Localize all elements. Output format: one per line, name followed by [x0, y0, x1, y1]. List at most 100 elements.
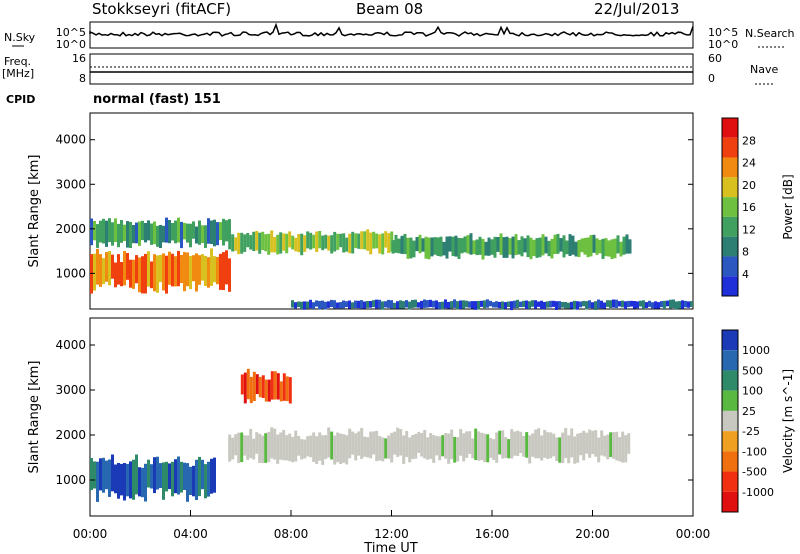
- cell: [264, 379, 268, 402]
- cell: [528, 301, 531, 309]
- cell: [333, 231, 337, 252]
- time-axis: 00:00 04:00 08:00 12:00 16:00 20:00 00:00: [73, 510, 710, 541]
- cell: [249, 235, 253, 250]
- cell: [595, 238, 599, 255]
- cell: [144, 463, 147, 502]
- cell: [487, 237, 491, 256]
- cell: [366, 229, 370, 251]
- cell: [321, 435, 325, 465]
- cell: [546, 301, 549, 308]
- cell: [400, 235, 404, 254]
- cell: [420, 300, 423, 309]
- cell: [615, 431, 619, 461]
- cell: [495, 432, 499, 463]
- cell: [354, 433, 358, 461]
- cell: [264, 234, 268, 252]
- cell: [180, 255, 183, 284]
- cell: [318, 300, 321, 310]
- cell: [255, 374, 259, 395]
- cell: [600, 300, 603, 309]
- freq-tick-16: 16: [72, 52, 86, 65]
- cell: [471, 301, 474, 309]
- cell: [225, 220, 228, 242]
- colorbar-tick: 16: [742, 201, 756, 214]
- cell: [618, 301, 621, 307]
- cell: [469, 233, 473, 255]
- cell: [285, 233, 289, 254]
- cell: [369, 232, 373, 255]
- cell: [576, 301, 579, 310]
- cell: [684, 300, 687, 308]
- cell: [477, 300, 480, 310]
- cell: [600, 430, 604, 456]
- cell: [306, 301, 309, 309]
- cell: [448, 236, 452, 252]
- cell: [327, 427, 331, 458]
- cell: [669, 299, 672, 309]
- cell: [192, 465, 195, 497]
- cell: [321, 235, 325, 251]
- cell: [405, 431, 409, 457]
- cell: [300, 233, 304, 256]
- cell: [258, 433, 262, 463]
- colorbar-tick: 8: [742, 246, 749, 259]
- cell: [552, 300, 555, 307]
- cell: [210, 458, 213, 494]
- cell: [237, 432, 241, 464]
- cell: [228, 219, 231, 241]
- cell: [592, 234, 596, 253]
- ytick-label: 3000: [55, 177, 86, 191]
- cell: [180, 461, 183, 493]
- colorbar-tick: 28: [742, 134, 756, 147]
- colorbar-swatch: [722, 350, 738, 371]
- cell: [162, 462, 165, 500]
- cell: [204, 464, 207, 499]
- colorbar-swatch: [722, 276, 738, 296]
- cell: [522, 300, 525, 308]
- cell: [132, 259, 135, 289]
- cell: [141, 220, 144, 241]
- cell: [204, 255, 207, 286]
- cell: [150, 223, 153, 245]
- ytick-label: 1000: [55, 473, 86, 487]
- cell: [180, 221, 183, 249]
- cell: [324, 435, 328, 460]
- cell: [273, 236, 277, 253]
- band-power-0: [90, 248, 231, 294]
- cell: [504, 302, 507, 309]
- cell: [102, 457, 105, 493]
- cell: [171, 223, 174, 241]
- cell: [525, 432, 529, 458]
- cell: [105, 220, 108, 247]
- colorbar-tick: -1000: [742, 486, 774, 499]
- cell: [345, 435, 349, 465]
- cell: [207, 218, 210, 244]
- cell: [534, 429, 538, 459]
- cell: [457, 237, 461, 259]
- colorbar-swatch: [722, 197, 738, 217]
- cell: [372, 231, 376, 249]
- cell: [486, 434, 490, 463]
- cell: [453, 436, 457, 463]
- cell: [159, 463, 162, 488]
- nsearch-label: N.Search: [745, 27, 795, 40]
- cell: [171, 461, 174, 497]
- cell: [156, 255, 159, 293]
- cell: [96, 248, 99, 285]
- cell: [453, 299, 456, 308]
- cell: [129, 221, 132, 248]
- cell: [165, 217, 168, 243]
- cell: [583, 237, 587, 255]
- cell: [663, 300, 666, 309]
- cell: [447, 433, 451, 464]
- cell: [384, 231, 388, 248]
- cell: [198, 456, 201, 497]
- cell: [414, 433, 418, 459]
- cell: [108, 251, 111, 286]
- cell: [616, 235, 620, 254]
- colorbar-tick: 12: [742, 223, 756, 236]
- cell: [418, 234, 422, 254]
- cell: [480, 432, 484, 461]
- cell: [357, 300, 360, 309]
- cell: [456, 437, 460, 462]
